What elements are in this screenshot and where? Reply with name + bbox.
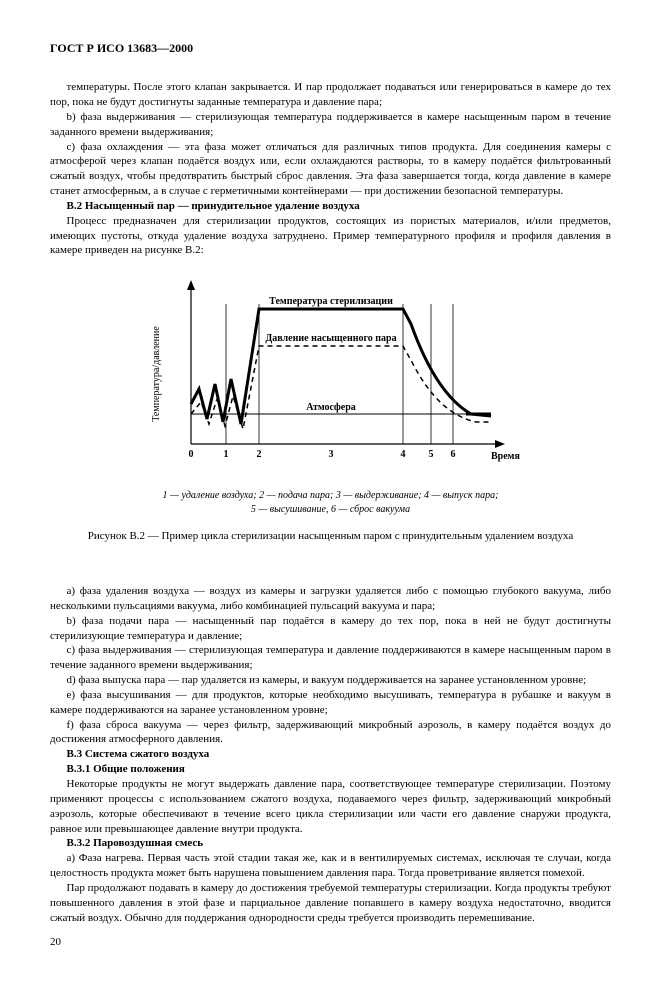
svg-text:6: 6	[450, 449, 455, 460]
body-text: a) Фаза нагрева. Первая часть этой стади…	[50, 851, 611, 881]
svg-text:1: 1	[223, 449, 228, 460]
body-text: b) фаза подачи пара — насыщенный пар под…	[50, 614, 611, 644]
body-text: e) фаза высушивания — для продуктов, кот…	[50, 688, 611, 718]
body-text: Процесс предназначен для стерилизации пр…	[50, 214, 611, 259]
figure-caption: Рисунок В.2 — Пример цикла стерилизации …	[50, 529, 611, 544]
svg-text:5: 5	[428, 449, 433, 460]
body-text: d) фаза выпуска пара — пар удаляется из …	[50, 673, 611, 688]
body-text: f) фаза сброса вакуума — через фильтр, з…	[50, 718, 611, 748]
svg-text:0: 0	[188, 449, 193, 460]
svg-text:3: 3	[328, 449, 333, 460]
page-number: 20	[50, 935, 611, 950]
svg-text:2: 2	[256, 449, 261, 460]
body-text: температуры. После этого клапан закрывае…	[50, 80, 611, 110]
svg-text:4: 4	[400, 449, 405, 460]
body-text: c) фаза выдерживания — стерилизующая тем…	[50, 643, 611, 673]
sterilization-cycle-chart: Температура/давление Время 0 1 2 3 4 5 6…	[50, 274, 611, 479]
x-axis-label: Время	[491, 451, 520, 462]
body-text: c) фаза охлаждения — эта фаза может отли…	[50, 140, 611, 199]
body-text: Пар продолжают подавать в камеру до дост…	[50, 881, 611, 926]
y-axis-label: Температура/давление	[151, 326, 162, 422]
body-text: Некоторые продукты не могут выдержать да…	[50, 777, 611, 836]
chart-legend: 1 — удаление воздуха; 2 — подача пара; 3…	[50, 489, 611, 517]
chart-label-pressure: Давление насыщенного пара	[265, 333, 396, 344]
chart-label-atm: Атмосфера	[306, 402, 356, 413]
section-heading-b32: В.3.2 Паровоздушная смесь	[50, 836, 611, 851]
chart-label-temp: Температура стерилизации	[269, 296, 393, 307]
body-text: b) фаза выдерживания — стерилизующая тем…	[50, 110, 611, 140]
section-heading-b31: В.3.1 Общие положения	[50, 762, 611, 777]
document-header: ГОСТ Р ИСО 13683—2000	[50, 40, 611, 56]
body-text: a) фаза удаления воздуха — воздух из кам…	[50, 584, 611, 614]
section-heading-b3: В.3 Система сжатого воздуха	[50, 747, 611, 762]
section-heading-b2: В.2 Насыщенный пар — принудительное удал…	[50, 199, 611, 214]
